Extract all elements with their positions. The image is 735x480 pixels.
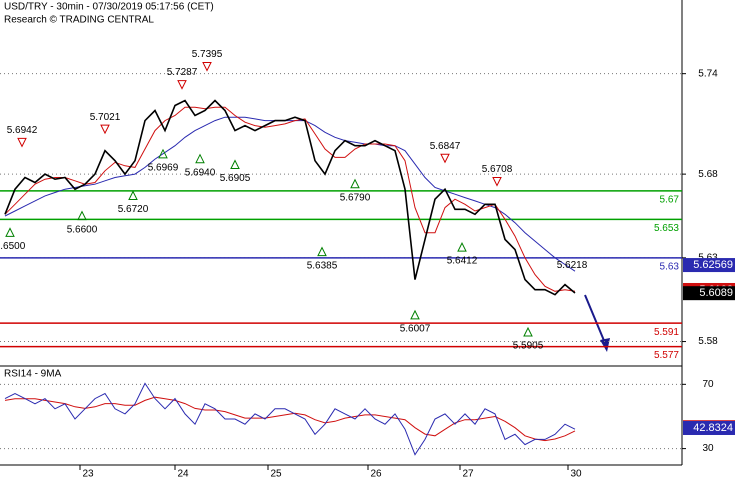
- high-marker: [177, 80, 187, 90]
- price-tag: [683, 258, 735, 273]
- low-label: 5.6385: [307, 260, 338, 271]
- series-line: [4, 382, 576, 456]
- x-tick-label: 23: [82, 469, 94, 480]
- low-label: 5.6500: [0, 241, 26, 252]
- high-label: 5.7287: [167, 67, 198, 78]
- low-marker: [523, 326, 533, 337]
- high-marker: [440, 153, 450, 164]
- low-label: 5.6007: [400, 324, 431, 335]
- low-label: 5.6969: [148, 162, 179, 173]
- low-marker: [410, 309, 420, 320]
- price-tag-label: 5.6089: [699, 287, 733, 299]
- price-tag-label: 42.8324: [693, 422, 733, 434]
- series-line: [4, 116, 576, 272]
- x-tick-label: 27: [462, 469, 474, 480]
- forecast-arrow: [584, 294, 606, 344]
- level-label: 5.67: [660, 195, 680, 206]
- level-label: 5.577: [654, 350, 679, 361]
- chart-subtitle: Research © TRADING CENTRAL: [4, 15, 154, 26]
- low-marker: [158, 148, 168, 159]
- x-tick-label: 26: [370, 469, 382, 480]
- high-marker: [100, 124, 110, 135]
- low-marker: [195, 153, 205, 164]
- low-marker: [317, 246, 327, 257]
- price-tag: [683, 420, 735, 435]
- note-label: 5.6218: [557, 260, 588, 271]
- low-label: 5.6720: [118, 204, 149, 215]
- y-tick-label: 5.74: [698, 68, 718, 79]
- level-label: 5.591: [654, 327, 679, 338]
- low-marker: [77, 210, 87, 221]
- rsi-title: RSI14 - 9MA: [4, 369, 62, 380]
- low-label: 5.6412: [447, 256, 478, 267]
- low-marker: [350, 178, 360, 189]
- y-tick-label: 70: [702, 379, 714, 390]
- price-tag: [683, 286, 735, 301]
- low-label: 5.6940: [185, 167, 216, 178]
- y-tick-label: 5.58: [698, 336, 718, 347]
- high-label: 5.6847: [430, 141, 461, 152]
- high-marker: [492, 177, 502, 187]
- price-line: [4, 99, 576, 296]
- x-tick-label: 24: [177, 469, 189, 480]
- low-label: 5.6790: [340, 192, 371, 203]
- chart-title: USD/TRY - 30min - 07/30/2019 05:17:56 (C…: [4, 2, 214, 13]
- low-marker: [457, 241, 467, 252]
- low-label: 5.6600: [67, 224, 98, 235]
- low-label: 5.6905: [220, 173, 251, 184]
- y-tick-label: 5.68: [698, 169, 718, 180]
- y-tick-label: 5.63: [698, 252, 718, 263]
- x-tick-label: 30: [570, 469, 582, 480]
- level-label: 5.653: [654, 223, 679, 234]
- series-line: [4, 396, 576, 442]
- high-label: 5.7021: [90, 112, 121, 123]
- price-tag-label: 5.62569: [693, 259, 733, 271]
- y-tick-label: 30: [702, 443, 714, 454]
- high-label: 5.7395: [192, 49, 223, 60]
- low-marker: [5, 227, 15, 237]
- high-marker: [202, 62, 212, 72]
- low-marker: [128, 190, 138, 201]
- high-marker: [17, 137, 27, 148]
- level-label: 5.63: [660, 261, 680, 272]
- high-label: 5.6942: [7, 125, 38, 136]
- forecast-arrowhead: [600, 338, 610, 352]
- x-tick-label: 25: [270, 469, 282, 480]
- low-marker: [230, 159, 240, 170]
- low-label: 5.5905: [513, 341, 544, 352]
- high-label: 5.6708: [482, 164, 513, 175]
